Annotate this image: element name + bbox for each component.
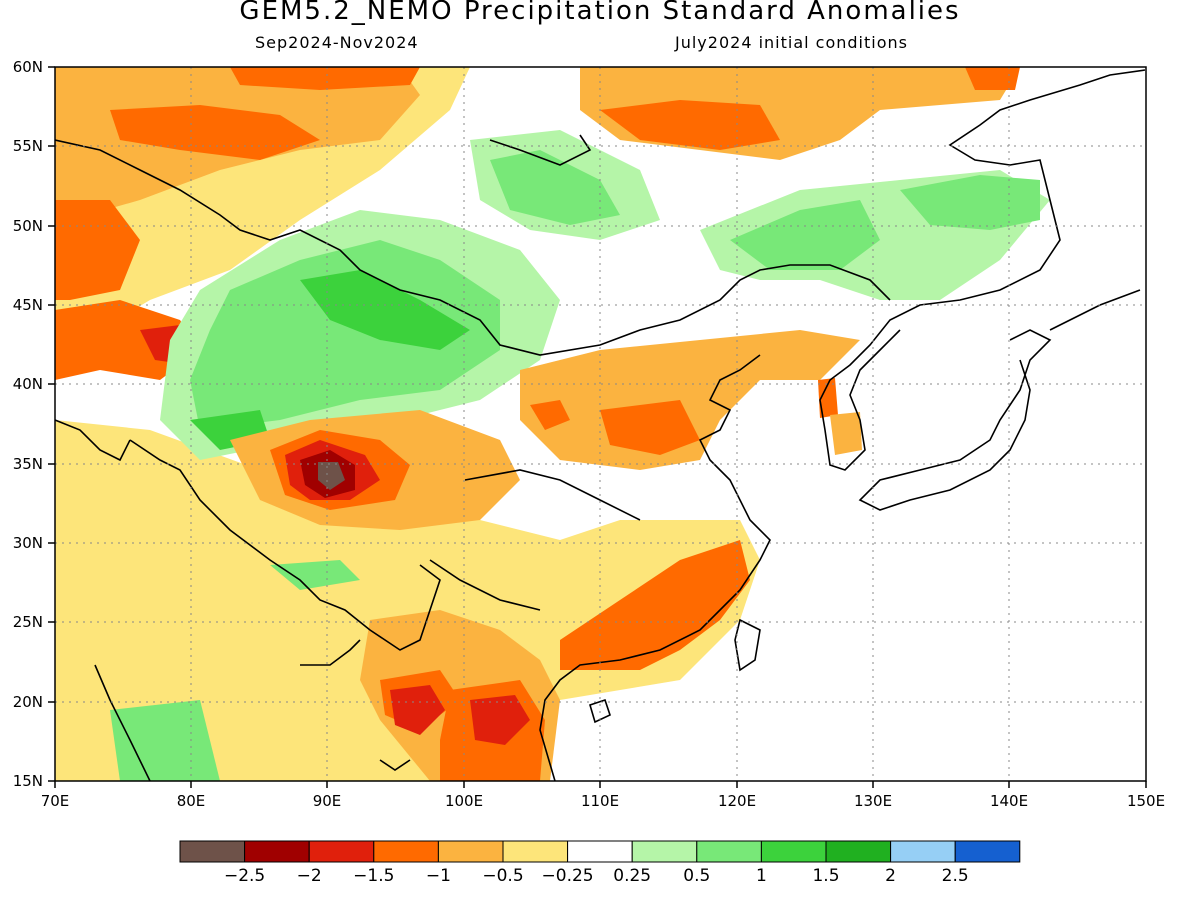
colorbar-swatch (244, 840, 310, 863)
colorbar-label: −1 (426, 866, 451, 886)
anomaly-positive-amur (900, 175, 1040, 230)
anomaly-strong-negative-north (110, 105, 320, 160)
anomaly-negative-indochina (390, 685, 445, 735)
anomaly-strong-negative-baikal-east (600, 100, 780, 150)
lat-label: 25N (13, 613, 43, 631)
colorbar-swatch (696, 840, 762, 863)
anomaly-positive-baikal-inner (490, 150, 620, 225)
lat-label: 45N (13, 296, 43, 314)
initial-conditions-label: July2024 initial conditions (675, 33, 908, 52)
colorbar-swatch (502, 840, 569, 863)
colorbar-label: 2.5 (942, 866, 969, 886)
lon-label: 100E (445, 792, 483, 810)
colorbar-labels: −2.5 −2 −1.5 −1 −0.5 −0.25 0.25 0.5 1 1.5 2 2.5 (224, 866, 969, 886)
anomaly-positive-himalaya (270, 560, 360, 590)
lon-label: 80E (177, 792, 206, 810)
lon-label: 150E (1127, 792, 1165, 810)
lon-label: 130E (854, 792, 892, 810)
anomaly-positive-india-south (110, 700, 220, 781)
colorbar-label: −0.25 (542, 866, 594, 886)
colorbar-label: 0.5 (683, 866, 710, 886)
anomaly-strong-negative-kazakh (55, 200, 140, 300)
colorbar-label: −2 (297, 866, 322, 886)
colorbar-swatch (567, 840, 633, 863)
lon-label: 140E (990, 792, 1028, 810)
colorbar-swatch (373, 840, 439, 863)
lat-label: 15N (13, 772, 43, 790)
lat-label: 30N (13, 534, 43, 552)
colorbar-label: −1.5 (353, 866, 394, 886)
anomaly-strong-negative-top (230, 67, 420, 90)
colorbar-label: 2 (885, 866, 896, 886)
lat-label: 20N (13, 693, 43, 711)
colorbar-label: 1.5 (812, 866, 839, 886)
lat-label: 40N (13, 375, 43, 393)
lon-label: 120E (718, 792, 756, 810)
anomaly-light-negative-south (55, 420, 760, 781)
lon-label: 90E (313, 792, 342, 810)
anomaly-negative-north-china (520, 330, 860, 470)
anomaly-negative-south-china (560, 540, 750, 670)
colorbar-label: 1 (756, 866, 767, 886)
anomaly-negative-kamchatka (965, 67, 1020, 90)
colorbar-swatch (825, 840, 892, 863)
anomaly-negative-tibet (318, 462, 345, 490)
colorbar-swatch (760, 840, 827, 863)
anomaly-strong-negative-shanxi (600, 400, 700, 455)
graticule (55, 67, 1146, 781)
lat-label: 60N (13, 58, 43, 76)
colorbar-swatch (437, 840, 504, 863)
anomaly-negative-korea (818, 378, 838, 418)
lat-label: 50N (13, 217, 43, 235)
anomaly-negative-korea-south (830, 412, 862, 455)
lat-label: 55N (13, 137, 43, 155)
colorbar-label: −2.5 (224, 866, 265, 886)
colorbar-swatch (954, 840, 1021, 863)
lat-label: 35N (13, 455, 43, 473)
lon-label: 70E (41, 792, 70, 810)
colorbar-swatch (179, 840, 246, 863)
colorbar-swatch (631, 840, 698, 863)
anomaly-positive-xinjiang (300, 270, 470, 350)
colorbar-label: 0.25 (613, 866, 651, 886)
colorbar (179, 840, 1021, 863)
coastlines (55, 69, 1146, 781)
map-title: GEM5.2_NEMO Precipitation Standard Anoma… (239, 0, 961, 26)
period-label: Sep2024-Nov2024 (255, 33, 419, 52)
anomaly-positive-mongolia-inner (190, 240, 500, 430)
map-plot-area (55, 67, 1146, 781)
axis-ticks (48, 66, 1147, 788)
colorbar-swatch (890, 840, 956, 863)
anomaly-strong-negative-loess (530, 400, 570, 430)
anomaly-negative-thailand-core (470, 695, 530, 745)
colorbar-label: −0.5 (482, 866, 523, 886)
anomaly-positive-manchuria-inner (730, 200, 880, 270)
lon-label: 110E (581, 792, 619, 810)
colorbar-swatch (308, 840, 375, 863)
